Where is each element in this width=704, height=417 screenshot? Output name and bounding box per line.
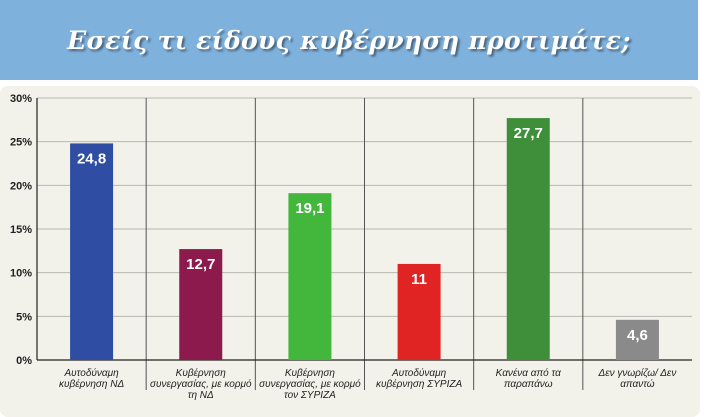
bar <box>179 249 223 360</box>
bar <box>288 193 332 360</box>
chart-header: Εσείς τι είδους κυβέρνηση προτιμάτε; <box>0 0 698 80</box>
bar-value-label: 24,8 <box>77 150 106 167</box>
y-tick-label: 30% <box>10 93 32 105</box>
y-tick-label: 10% <box>10 268 32 280</box>
category-label-line: απαντώ <box>620 379 655 390</box>
bar-value-label: 27,7 <box>514 125 543 142</box>
bar <box>615 319 659 360</box>
bar-value-label: 12,7 <box>186 256 215 273</box>
category-label-line: Κυβέρνηση <box>175 368 226 379</box>
category-label-line: Αυτοδύναμη <box>64 368 119 379</box>
category-label-line: Κανένα από τα <box>495 368 561 379</box>
category-label-line: Κυβέρνηση <box>284 368 335 379</box>
category-label-line: κυβέρνηση ΣΥΡΙΖΑ <box>376 379 463 390</box>
category-label-line: παραπάνω <box>503 379 553 390</box>
category-label-line: συνεργασίας, με κορμό <box>259 379 361 390</box>
bar-chart: 0% 5% 10% 15% 20% 25% 30% 24,8 12,7 19,1 11 27,7 4,6 <box>10 93 692 390</box>
y-tick-label: 5% <box>16 311 32 323</box>
category-label-line: Αυτοδύναμη <box>392 368 447 379</box>
bar <box>70 143 114 360</box>
category-label: Κυβέρνηση συνεργασίας, με κορμό τη ΝΔ <box>148 368 253 401</box>
chart-panel: 0% 5% 10% 15% 20% 25% 30% 24,8 12,7 19,1 11 27,7 4,6… <box>0 86 700 417</box>
category-label: Αυτοδύναμη κυβέρνηση ΝΔ <box>39 368 144 390</box>
category-label-line: Δεν γνωρίζω/ Δεν <box>598 368 677 379</box>
y-tick-label: 20% <box>10 180 32 192</box>
category-label: Κανένα από τα παραπάνω <box>476 368 581 390</box>
y-tick-label: 0% <box>16 355 32 367</box>
y-tick-label: 25% <box>10 137 32 149</box>
bar <box>506 118 550 360</box>
category-label-line: τον ΣΥΡΙΖΑ <box>283 390 336 401</box>
y-tick-label: 15% <box>10 224 32 236</box>
category-label-line: τη ΝΔ <box>187 390 214 401</box>
category-label: Αυτοδύναμη κυβέρνηση ΣΥΡΙΖΑ <box>367 368 472 390</box>
category-label-line: συνεργασίας, με κορμό <box>149 379 252 390</box>
category-label: Δεν γνωρίζω/ Δεν απαντώ <box>585 368 690 390</box>
category-label: Κυβέρνηση συνεργασίας, με κορμό τον ΣΥΡΙΖΑ <box>257 368 362 401</box>
bar-value-label: 4,6 <box>627 327 648 344</box>
category-label-line: κυβέρνηση ΝΔ <box>58 379 125 390</box>
bar-value-label: 11 <box>411 271 427 288</box>
chart-title: Εσείς τι είδους κυβέρνηση προτιμάτε; <box>67 25 631 55</box>
bar <box>397 263 441 360</box>
bar-value-label: 19,1 <box>295 200 324 217</box>
